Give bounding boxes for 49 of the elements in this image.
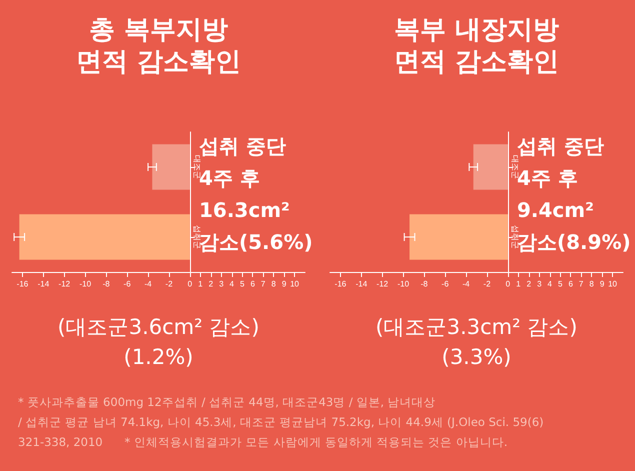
x-tick-label: 7 xyxy=(260,280,266,288)
annotation: 섭취 중단 4주 후 16.3cm² 감소(5.6%) xyxy=(199,134,313,254)
x-tick-label: -12 xyxy=(58,280,71,288)
x-tick-label: -6 xyxy=(442,280,450,288)
x-tick-label: 3 xyxy=(219,280,224,288)
chart-title: 복부 내장지방 면적 감소확인 xyxy=(392,14,560,78)
y-tick-label: 대조군 xyxy=(192,155,202,179)
x-tick-label: -16 xyxy=(334,280,347,288)
y-tick-label: 섭취군 xyxy=(510,225,520,249)
x-tick-label: -16 xyxy=(16,280,29,288)
x-tick-label: 8 xyxy=(271,280,276,288)
x-tick-label: -14 xyxy=(356,280,368,288)
x-tick-label: 0 xyxy=(506,280,511,288)
x-tick-label: 8 xyxy=(589,280,594,288)
x-tick-label: 6 xyxy=(250,280,256,288)
x-tick-label: 6 xyxy=(568,280,574,288)
x-tick-label: 5 xyxy=(240,280,245,288)
text: * 풋사과추출물 600mg 12주섭취 / 섭취군 44명, 대조군43명 / 일본, 남녀대상 / 섭취군 평균 남녀 74.1kg, 나이 45.3세, 대조군 평균남녀 75.2kg, 나이 44.9세 (J.Oleo Sci. 59(6) 321-338, 2010 * 인체적용시험결과가 모든 사람에게 동일하게 적용되는 것은 아닙니다. xyxy=(18,394,544,451)
x-tick-label: 1 xyxy=(516,280,522,288)
x-tick-label: -12 xyxy=(376,280,389,288)
x-tick-label: 7 xyxy=(578,280,584,288)
x-tick-label: -14 xyxy=(38,280,50,288)
annotation: 섭취 중단 4주 후 9.4cm² 감소(8.9%) xyxy=(517,134,631,254)
chart-title: 총 복부지방 면적 감소확인 xyxy=(74,14,242,78)
x-tick-label: -2 xyxy=(483,280,492,288)
x-tick-label: -8 xyxy=(102,280,110,288)
x-tick-label: -6 xyxy=(124,280,132,288)
x-tick-label: -4 xyxy=(462,280,470,288)
x-tick-label: 2 xyxy=(208,280,214,288)
x-tick-label: 4 xyxy=(548,280,553,288)
x-tick-label: 3 xyxy=(537,280,542,288)
x-tick-label: 5 xyxy=(558,280,563,288)
x-tick-label: 10 xyxy=(290,280,300,288)
x-tick-label: 0 xyxy=(188,280,193,288)
x-tick-label: 1 xyxy=(198,280,204,288)
x-tick-label: -10 xyxy=(79,280,92,288)
x-tick-label: 10 xyxy=(608,280,618,288)
x-tick-label: 9 xyxy=(600,280,605,288)
text: (대조군3.3cm² 감소) (3.3%) xyxy=(374,314,578,371)
x-tick-label: -4 xyxy=(144,280,152,288)
x-tick-label: -10 xyxy=(397,280,410,288)
x-tick-label: 9 xyxy=(282,280,287,288)
x-tick-label: -8 xyxy=(420,280,428,288)
x-tick-label: 4 xyxy=(230,280,235,288)
x-tick-label: 2 xyxy=(526,280,532,288)
y-tick-label: 섭취군 xyxy=(192,225,202,249)
text: (대조군3.6cm² 감소) (1.2%) xyxy=(56,314,260,371)
x-tick-label: -2 xyxy=(165,280,174,288)
y-tick-label: 대조군 xyxy=(510,155,520,179)
